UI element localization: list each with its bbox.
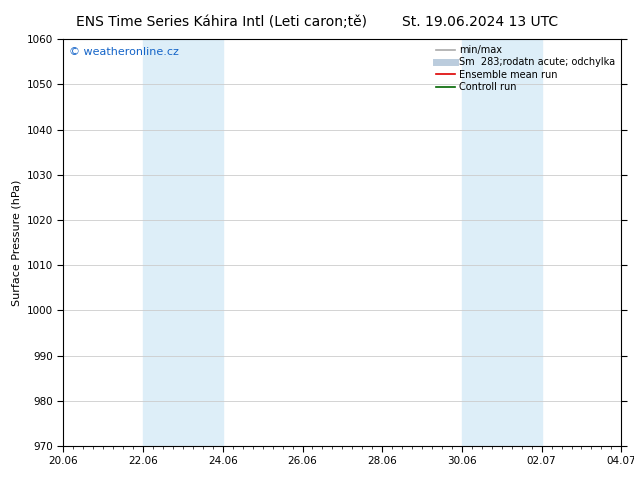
Text: © weatheronline.cz: © weatheronline.cz: [69, 48, 179, 57]
Bar: [462, 39, 541, 446]
Bar: [143, 39, 223, 446]
Text: ENS Time Series Káhira Intl (Leti caron;tě)        St. 19.06.2024 13 UTC: ENS Time Series Káhira Intl (Leti caron;…: [76, 15, 558, 29]
Legend: min/max, Sm  283;rodatn acute; odchylka, Ensemble mean run, Controll run: min/max, Sm 283;rodatn acute; odchylka, …: [433, 42, 618, 95]
Y-axis label: Surface Pressure (hPa): Surface Pressure (hPa): [11, 179, 21, 306]
